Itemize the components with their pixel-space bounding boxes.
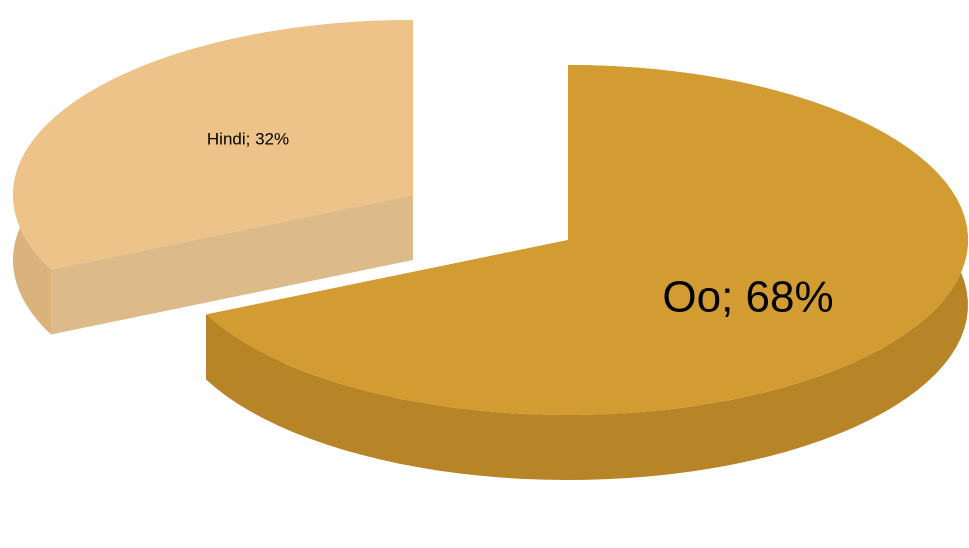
slice-oo-top bbox=[206, 65, 968, 415]
slice-oo bbox=[206, 65, 968, 480]
slice-hindi bbox=[12, 20, 413, 335]
slice-hindi-wall-start bbox=[51, 195, 413, 335]
slice-hindi-top bbox=[12, 20, 413, 270]
data-label-hindi: Hindi; 32% bbox=[207, 129, 289, 148]
data-label-oo: Oo; 68% bbox=[662, 273, 833, 322]
